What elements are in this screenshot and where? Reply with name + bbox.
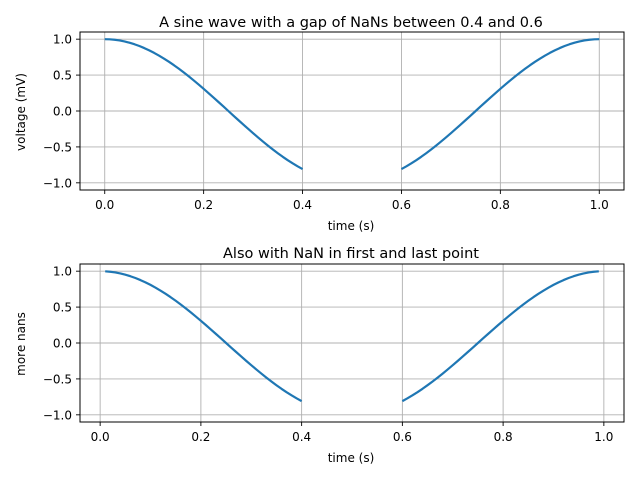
bottom-subplot: Also with NaN in first and last point ti… xyxy=(14,246,625,465)
top-y-axis-label: voltage (mV) xyxy=(14,73,28,151)
bottom-y-tick-label: 0.5 xyxy=(53,301,72,315)
top-x-axis-label: time (s) xyxy=(328,219,375,233)
top-x-tick-label: 0.4 xyxy=(293,198,312,212)
bottom-y-axis-label: more nans xyxy=(14,312,28,376)
top-x-tick-label: 0.8 xyxy=(491,198,510,212)
top-x-tick-label: 0.6 xyxy=(392,198,411,212)
top-y-tick-label: 1.0 xyxy=(53,33,72,47)
top-series-line-segment-1 xyxy=(104,38,304,171)
top-y-tick-label: 0.5 xyxy=(53,69,72,83)
top-y-tick-label: −1.0 xyxy=(43,176,72,190)
bottom-x-tick-label: 0.6 xyxy=(393,430,412,444)
bottom-x-axis-label: time (s) xyxy=(328,451,375,465)
top-y-tick-label: 0.0 xyxy=(53,105,72,119)
top-x-tick-label: 0.2 xyxy=(194,198,213,212)
top-series-line-segment-2 xyxy=(400,38,600,171)
top-x-tick-label: 1.0 xyxy=(590,198,609,212)
bottom-y-tick-label: 0.0 xyxy=(53,337,72,351)
bottom-x-tick-label: 0.2 xyxy=(191,430,210,444)
bottom-x-tick-label: 0.8 xyxy=(494,430,513,444)
bottom-y-tick-label: 1.0 xyxy=(53,265,72,279)
bottom-y-tick-label: −1.0 xyxy=(43,408,72,422)
top-x-tick-label: 0.0 xyxy=(95,198,114,212)
bottom-chart-title: Also with NaN in first and last point xyxy=(223,246,479,262)
bottom-x-tick-label: 1.0 xyxy=(594,430,613,444)
bottom-x-tick-label: 0.0 xyxy=(91,430,110,444)
bottom-series-line-segment-2 xyxy=(401,270,599,403)
bottom-x-tick-label: 0.4 xyxy=(292,430,311,444)
top-chart-title: A sine wave with a gap of NaNs between 0… xyxy=(159,15,543,31)
bottom-y-tick-label: −0.5 xyxy=(43,372,72,386)
top-subplot: A sine wave with a gap of NaNs between 0… xyxy=(14,15,625,233)
top-y-tick-label: −0.5 xyxy=(43,140,72,154)
bottom-series-line-segment-1 xyxy=(105,270,303,403)
